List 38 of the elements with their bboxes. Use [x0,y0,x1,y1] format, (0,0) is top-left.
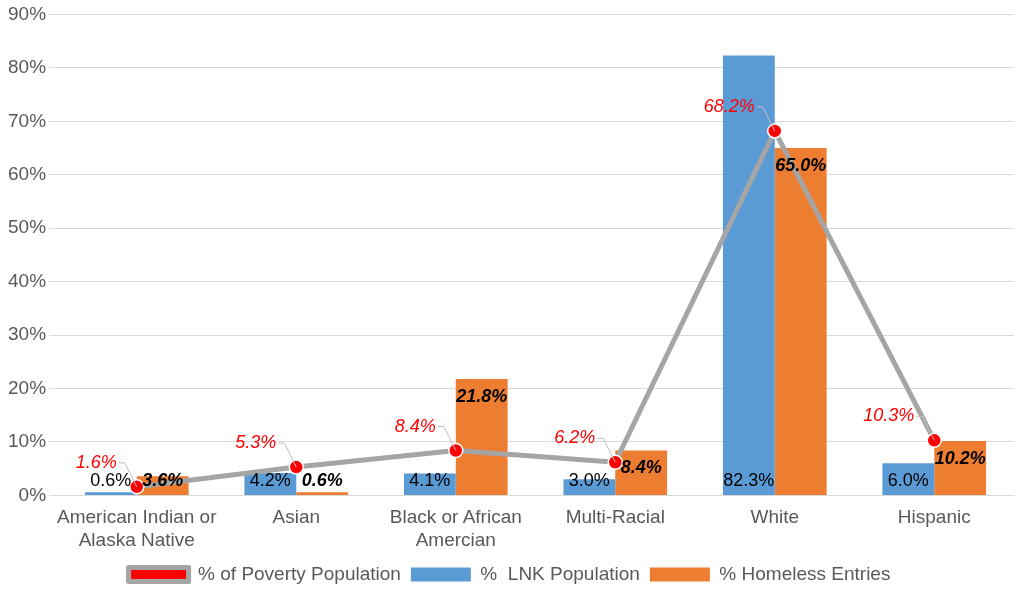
y-tick-label: 60% [8,162,47,184]
data-label: 8.4% [394,415,436,436]
data-label: 8.4% [620,457,662,478]
y-tick-label: 70% [8,109,47,131]
y-tick-label: 0% [18,483,47,505]
data-label: 6.2% [554,427,596,448]
y-tick-label: 40% [8,269,47,291]
y-tick-label: 90% [8,2,47,24]
data-label: 5.3% [235,432,277,453]
data-label: 21.8% [455,385,508,406]
data-label: 82.3% [723,470,775,491]
y-tick-label: 80% [8,56,47,78]
bar [774,148,827,495]
data-label: 0.6% [301,470,343,491]
x-tick-label: American Indian or Alaska Native [57,506,218,550]
x-tick-label: Black or African Amercian [389,506,522,550]
data-label: 10.2% [934,447,986,468]
y-tick-label: 30% [8,323,47,345]
data-label: 6.0% [887,470,929,491]
data-label: 3.6% [142,470,184,491]
y-tick-label: 10% [8,430,47,452]
bar [84,492,137,495]
data-label: 10.3% [863,405,915,426]
x-tick-label: White [750,506,800,528]
data-label: 65.0% [775,154,827,175]
x-tick-label: Asian [272,506,321,528]
x-tick-label: Hispanic [897,506,971,528]
y-tick-label: 50% [8,216,47,238]
x-tick-label: Multi-Racial [565,506,665,528]
legend-label: % of Poverty Population [198,562,401,584]
data-label: 1.6% [75,451,117,472]
data-label: 4.1% [409,470,451,491]
bar [296,492,349,495]
legend-label: % LNK Population [480,562,640,584]
y-tick-label: 20% [8,376,47,398]
legend-label: % Homeless Entries [719,562,891,584]
data-label: 0.6% [90,470,132,491]
data-label: 4.2% [249,470,291,491]
